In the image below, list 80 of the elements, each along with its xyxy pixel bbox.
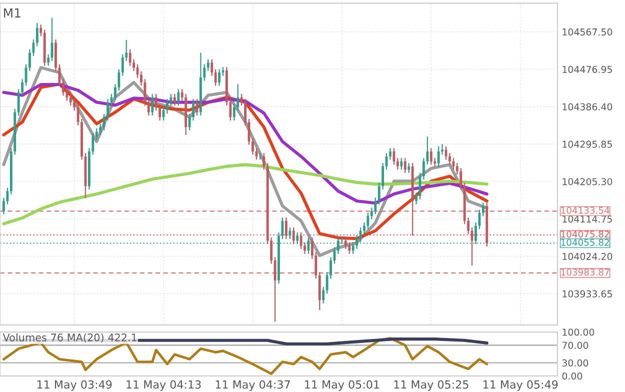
y-tick-label: 104205.30: [562, 178, 612, 186]
candlestick: [36, 22, 38, 47]
candlestick: [262, 152, 266, 170]
candlestick: [252, 138, 254, 156]
candlestick: [430, 148, 432, 166]
candlestick: [95, 128, 98, 140]
candlestick: [47, 54, 50, 66]
candlestick: [408, 162, 410, 174]
candlestick: [448, 152, 451, 166]
candlestick: [73, 98, 76, 112]
x-tick-label: 11 May 04:37: [216, 380, 290, 391]
candlestick: [460, 167, 462, 190]
candlestick: [99, 123, 102, 136]
y-tick-label: 104386.40: [562, 103, 612, 110]
candlestick: [218, 68, 220, 86]
candlestick: [166, 98, 168, 114]
ref-line-label: 103983.87: [561, 268, 610, 276]
y-tick-label: 103933.65: [562, 290, 612, 298]
candlestick: [300, 232, 302, 250]
ref-line-label: 104133.54: [561, 206, 610, 214]
candlestick: [173, 93, 176, 106]
y-tick-label: 104476.95: [562, 66, 612, 73]
y-tick-label: 104114.75: [562, 215, 612, 223]
candlestick: [121, 54, 124, 76]
candlestick: [404, 158, 406, 174]
candlestick: [158, 103, 162, 122]
candlestick: [348, 242, 351, 254]
candlestick: [374, 197, 377, 215]
candlestick: [244, 98, 247, 126]
candlestick: [147, 98, 150, 116]
candlestick: [210, 58, 214, 76]
candlestick: [180, 88, 184, 102]
candlestick: [284, 217, 288, 240]
y-tick-label: 100.00: [562, 328, 594, 336]
candlestick: [482, 202, 484, 217]
x-tick-label: 11 May 05:25: [394, 380, 468, 391]
y-tick-label: 30.00: [562, 359, 588, 366]
y-tick-label: 104295.85: [562, 140, 612, 148]
x-tick-label: 11 May 04:13: [126, 380, 201, 391]
annotation: M1: [4, 8, 20, 18]
candlestick: [356, 234, 358, 250]
candlestick: [400, 158, 403, 170]
candlestick: [154, 93, 158, 112]
candlestick: [62, 78, 64, 96]
ref-line-label: 104055.82: [561, 238, 609, 246]
candlestick: [322, 286, 325, 304]
y-tick-label: 70.00: [562, 342, 588, 349]
annotation: Volumes 76 MA(20) 422.1: [2, 333, 136, 343]
candlestick: [456, 162, 458, 176]
candlestick: [415, 192, 418, 205]
candlestick: [370, 207, 373, 220]
candlestick: [232, 103, 236, 122]
candlestick: [40, 24, 42, 37]
candlestick: [236, 84, 240, 112]
y-tick-label: 104024.20: [562, 252, 612, 260]
candlestick: [151, 93, 154, 116]
x-tick-label: 11 May 03:49: [37, 380, 112, 391]
y-tick-label: 104567.50: [562, 28, 612, 36]
candlestick: [382, 162, 384, 190]
candlestick: [344, 236, 347, 250]
candlestick: [288, 226, 292, 240]
candlestick: [66, 88, 68, 102]
candlestick: [292, 226, 295, 245]
y-tick-label: 0.00: [562, 372, 582, 380]
candlestick: [270, 236, 273, 264]
candlestick: [389, 148, 392, 160]
candlestick: [296, 232, 299, 245]
x-tick-label: 11 May 05:49: [483, 380, 558, 391]
candlestick: [366, 212, 370, 230]
candlestick: [69, 93, 72, 106]
candlestick: [177, 88, 180, 106]
candlestick: [214, 68, 217, 86]
candlestick: [437, 146, 440, 168]
candlestick: [378, 182, 380, 205]
candlestick: [206, 58, 210, 72]
candlestick: [396, 158, 399, 170]
candlestick: [125, 39, 128, 62]
x-tick-label: 11 May 05:01: [305, 380, 380, 391]
candlestick: [337, 236, 340, 254]
ref-line-label: 104075.82: [561, 230, 609, 238]
